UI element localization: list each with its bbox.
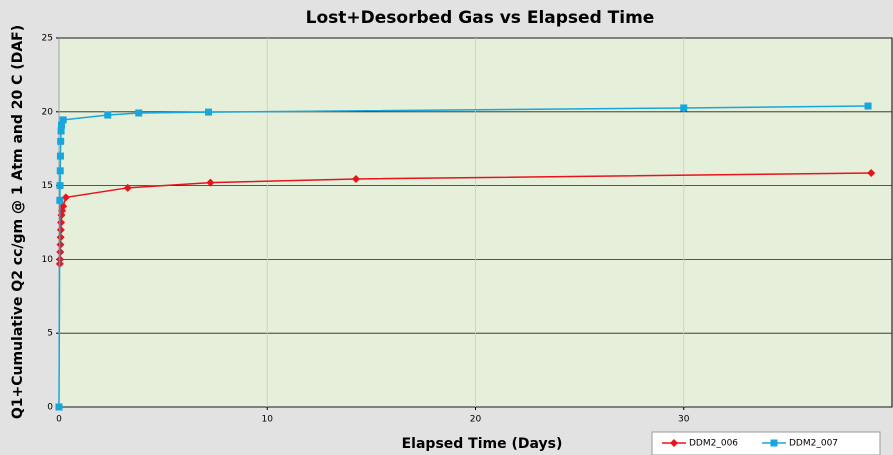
x-tick-label: 20	[470, 415, 482, 425]
diamond-marker	[867, 169, 876, 178]
diamond-marker	[61, 193, 70, 202]
square-marker	[205, 108, 213, 116]
square-marker	[864, 102, 872, 110]
diamond-marker	[670, 439, 678, 447]
y-tick-label: 20	[42, 107, 54, 117]
square-marker	[770, 439, 778, 447]
diamond-marker	[56, 240, 65, 249]
x-tick-label: 10	[262, 415, 274, 425]
diamond-marker	[56, 225, 65, 234]
square-marker	[56, 152, 64, 160]
square-marker	[680, 104, 688, 112]
diamond-marker	[206, 178, 215, 187]
square-marker	[56, 196, 64, 204]
legend-label: DDM2_007	[789, 439, 838, 449]
square-marker	[57, 137, 65, 145]
x-tick-label: 30	[678, 415, 690, 425]
y-tick-label: 10	[42, 255, 54, 265]
square-marker	[56, 182, 64, 190]
x-tick-label: 0	[56, 415, 62, 425]
diamond-marker	[56, 233, 65, 242]
square-marker	[57, 121, 65, 129]
y-tick-label: 25	[42, 34, 53, 44]
chart-title: Lost+Desorbed Gas vs Elapsed Time	[306, 8, 655, 28]
square-marker	[104, 111, 112, 119]
square-marker	[57, 127, 65, 135]
y-axis-label: Q1+Cumulative Q2 cc/gm @ 1 Atm and 20 C …	[10, 25, 26, 419]
y-tick-label: 0	[47, 403, 53, 413]
diamond-marker	[59, 202, 68, 211]
square-marker	[135, 109, 143, 117]
x-axis-label: Elapsed Time (Days)	[402, 436, 563, 452]
y-tick-label: 15	[42, 181, 53, 191]
diamond-marker	[351, 174, 360, 183]
square-marker	[59, 116, 67, 124]
square-marker	[56, 167, 64, 175]
legend-label: DDM2_006	[689, 439, 738, 449]
square-marker	[55, 403, 63, 411]
y-tick-label: 5	[47, 329, 53, 339]
diamond-marker	[123, 183, 132, 192]
